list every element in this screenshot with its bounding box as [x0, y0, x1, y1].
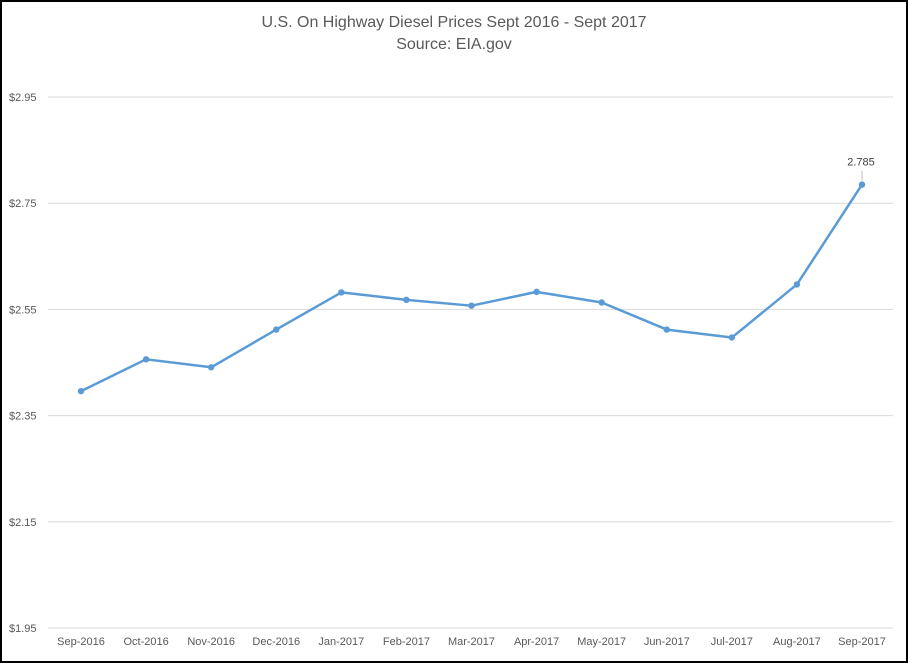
series-line — [80, 183, 864, 393]
data-point-marker — [663, 326, 670, 333]
x-axis-tick-label: Jul-2017 — [711, 636, 753, 648]
data-label: 2.785 — [847, 157, 875, 169]
x-axis-tick-label: Oct-2016 — [123, 636, 168, 648]
x-axis-tick-label: May-2017 — [577, 636, 626, 648]
data-point-marker — [338, 289, 345, 296]
y-axis-tick-label: $2.15 — [9, 517, 37, 529]
x-axis-tick-label: Jun-2017 — [644, 636, 690, 648]
data-point-marker — [793, 281, 801, 288]
data-point-marker — [403, 296, 410, 304]
x-axis-tick-label: Aug-2017 — [773, 636, 821, 648]
y-axis-tick-label: $2.75 — [9, 198, 37, 210]
data-point-marker — [77, 387, 85, 395]
y-axis-tick-label: $2.95 — [9, 92, 37, 104]
data-point-marker — [468, 302, 475, 309]
data-point-marker — [273, 326, 280, 333]
x-axis-tick-label: Dec-2016 — [252, 636, 300, 648]
data-point-marker — [533, 288, 540, 296]
x-axis-tick-label: Jan-2017 — [318, 636, 364, 648]
x-axis-tick-label: Nov-2016 — [187, 636, 235, 648]
data-point-marker — [728, 334, 736, 341]
x-axis-tick-label: Sep-2017 — [838, 636, 886, 648]
x-axis-tick-label: Feb-2017 — [383, 636, 430, 648]
y-axis-tick-label: $2.35 — [9, 411, 37, 423]
y-axis-tick-label: $2.55 — [9, 304, 37, 316]
x-axis-tick-label: Sep-2016 — [57, 636, 105, 648]
data-point-marker — [142, 356, 150, 363]
x-axis-tick-label: Mar-2017 — [448, 636, 495, 648]
x-axis-tick-label: Apr-2017 — [514, 636, 559, 648]
data-point-marker — [858, 181, 866, 188]
chart-subtitle: Source: EIA.gov — [396, 36, 512, 53]
data-point-marker — [598, 299, 605, 306]
data-point-marker — [207, 364, 215, 371]
chart-title-line1: U.S. On Highway Diesel Prices Sept 2016 … — [261, 14, 647, 31]
chart-title: U.S. On Highway Diesel Prices Sept 2016 … — [2, 12, 906, 56]
y-axis-tick-label: $1.95 — [9, 623, 37, 635]
